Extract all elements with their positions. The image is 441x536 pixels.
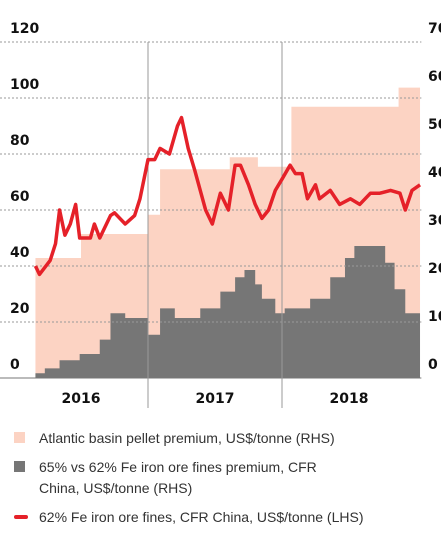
y-tick-label: 60 <box>10 189 30 205</box>
legend-item: 62% Fe iron ore fines, CFR China, US$/to… <box>14 507 434 528</box>
legend-item: Atlantic basin pellet premium, US$/tonne… <box>14 428 434 449</box>
x-tick-label: 2016 <box>62 391 101 407</box>
chart: 0 20 40 60 80 100 120 0 10 20 30 40 50 60 70 2016 2017 20… <box>0 21 441 408</box>
y2-tick-label: 0 <box>428 357 438 373</box>
line <box>33 115 422 277</box>
legend-label: Atlantic basin pellet premium, US$/tonne… <box>39 430 335 446</box>
y2-tick-label: 10 <box>428 309 441 325</box>
y2-tick-label: 50 <box>428 117 441 133</box>
y-tick-label: 20 <box>10 301 30 317</box>
y2-tick-label: 30 <box>428 213 441 229</box>
y-tick-label: 0 <box>10 357 20 373</box>
legend-swatch <box>14 515 28 519</box>
legend-item: 65% vs 62% Fe iron ore fines premium, CF… <box>14 457 434 499</box>
y2-tick-label: 20 <box>428 261 441 277</box>
y-tick-label: 120 <box>10 21 39 37</box>
x-tick-label: 2017 <box>196 391 235 407</box>
legend-label: 62% Fe iron ore fines, CFR China, US$/to… <box>39 509 364 525</box>
y2-tick-label: 60 <box>428 69 441 85</box>
legend: Atlantic basin pellet premium, US$/tonne… <box>14 428 434 536</box>
area <box>35 246 421 378</box>
y-tick-label: 80 <box>10 133 30 149</box>
y-tick-label: 40 <box>10 245 30 261</box>
y2-tick-label: 40 <box>428 165 441 181</box>
legend-label: 65% vs 62% Fe iron ore fines premium, CF… <box>39 459 317 496</box>
legend-swatch <box>14 432 25 443</box>
y-tick-label: 100 <box>10 77 39 93</box>
y2-tick-label: 70 <box>428 21 441 37</box>
legend-swatch <box>14 461 25 472</box>
x-tick-label: 2018 <box>330 391 369 407</box>
